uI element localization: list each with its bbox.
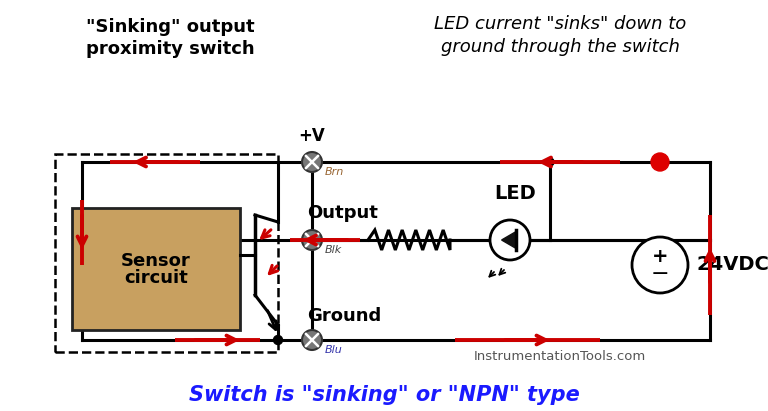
Text: −: − xyxy=(650,264,670,284)
Text: "Sinking" output: "Sinking" output xyxy=(86,18,254,36)
Text: Blu: Blu xyxy=(325,345,343,355)
Bar xyxy=(72,208,240,330)
Text: LED current "sinks" down to: LED current "sinks" down to xyxy=(434,15,686,33)
Text: Output: Output xyxy=(307,204,378,222)
Text: InstrumentationTools.com: InstrumentationTools.com xyxy=(474,350,646,363)
Text: proximity switch: proximity switch xyxy=(86,40,254,58)
Text: LED: LED xyxy=(494,183,536,203)
Circle shape xyxy=(632,237,688,293)
Text: +: + xyxy=(652,247,668,266)
Text: circuit: circuit xyxy=(124,269,188,287)
Circle shape xyxy=(273,335,283,344)
Text: 24VDC: 24VDC xyxy=(696,256,768,275)
Circle shape xyxy=(490,220,530,260)
Text: Ground: Ground xyxy=(307,307,381,325)
Text: ground through the switch: ground through the switch xyxy=(441,38,680,56)
Circle shape xyxy=(302,152,322,172)
Text: +V: +V xyxy=(299,127,326,145)
Circle shape xyxy=(546,158,554,166)
Text: Brn: Brn xyxy=(325,167,344,177)
Text: Switch is "sinking" or "NPN" type: Switch is "sinking" or "NPN" type xyxy=(189,385,579,405)
Text: Sensor: Sensor xyxy=(121,252,191,270)
Bar xyxy=(55,154,278,352)
Circle shape xyxy=(651,153,669,171)
Text: Blk: Blk xyxy=(325,245,343,255)
Circle shape xyxy=(302,330,322,350)
Circle shape xyxy=(302,230,322,250)
Polygon shape xyxy=(502,232,516,248)
